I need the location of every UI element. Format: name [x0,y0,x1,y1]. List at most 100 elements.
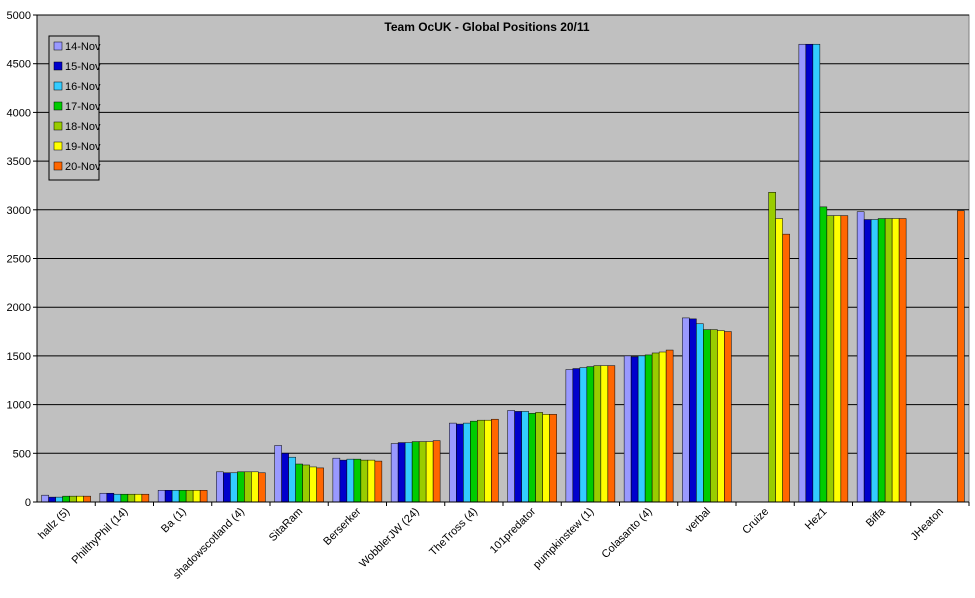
bar [665,349,674,503]
bar [898,218,907,503]
bar [449,422,457,503]
bar [302,464,310,503]
bar [696,323,704,503]
bar [432,440,441,503]
legend-label: 16-Nov [65,81,101,93]
bar [425,441,434,503]
x-axis-categories: hallz (5)PhilthyPhil (14) Ba (1)shadowsco… [36,502,970,582]
y-tick-label: 3500 [7,156,31,168]
bar [572,368,581,503]
bar [62,495,70,503]
bar [274,445,282,503]
bar [120,493,129,503]
bar [593,365,602,503]
bar [127,493,136,503]
x-category-label: Colasanto (4) [600,506,655,561]
bar [768,192,776,503]
bar [514,411,522,503]
legend-swatch [53,101,63,111]
legend-label: 20-Nov [65,161,101,173]
bar [521,411,529,503]
bar [782,233,790,503]
bar [528,413,536,503]
bar [870,219,879,503]
x-category-label: Hez1 [803,506,830,533]
bar [199,490,208,503]
bar [55,496,63,503]
bar [223,472,231,503]
bar [682,317,690,503]
bar [171,490,180,503]
bars [41,43,965,503]
bar [83,495,91,503]
bar [877,218,886,503]
legend-label: 17-Nov [65,101,101,113]
bar [637,355,646,503]
x-category-label: Cruize [740,506,771,537]
bar [535,412,543,503]
bar [798,43,807,503]
bar [689,318,697,503]
bar [863,219,872,503]
y-tick-label: 2000 [7,302,31,314]
x-category-label: verbal [683,506,713,536]
y-axis-ticks: 0 500 1000 1500 2000 2500 3000 3500 4000 4500 5000 [7,10,37,509]
bar [288,456,296,503]
x-category-label: TheTross (4) [427,506,480,559]
legend-swatch [53,41,63,51]
bar [957,210,965,503]
bar [367,459,376,503]
bar [141,493,150,503]
bar [134,493,143,503]
bar [549,414,557,503]
bar [623,355,632,503]
legend-swatch [53,141,63,151]
legend-swatch [53,161,63,171]
bar [805,43,814,503]
bar [491,418,499,503]
chart-title: Team OcUK - Global Positions 20/11 [384,20,589,34]
legend-swatch [53,81,63,91]
bar [185,490,194,503]
bar [470,420,478,503]
bar [710,329,718,503]
bar [724,331,732,503]
x-category-label: Biffa [864,505,889,530]
bar [295,463,303,503]
bar [390,443,399,503]
bar [586,366,595,503]
bar [826,215,835,503]
y-tick-label: 0 [25,497,31,509]
bar [840,215,849,503]
bar [178,490,187,503]
legend: 14-Nov 15-Nov 16-Nov 17-Nov 18-Nov 19-Nov 20-N… [48,35,101,181]
bar [404,442,413,503]
bar [69,495,77,503]
x-category-label: 101predator [488,505,539,556]
y-tick-label: 2500 [7,254,31,266]
bar [507,410,515,503]
x-category-label: WobblerJW (24) [357,506,422,571]
bar [542,414,550,503]
bar [775,218,783,503]
bar [48,496,56,503]
y-tick-label: 5000 [7,10,31,22]
legend-label: 14-Nov [65,41,101,53]
bar [456,423,464,503]
bar [244,471,252,503]
bar [113,493,122,503]
bar [339,459,348,503]
bar [346,458,355,503]
bar [281,453,289,503]
legend-label: 15-Nov [65,61,101,73]
x-category-label: SitaRam [267,506,305,544]
bar [579,367,588,503]
bar [374,460,383,503]
bar [856,211,865,503]
legend-swatch [53,121,63,131]
x-category-label: pumpkinstew (1) [531,506,597,572]
legend-swatch [53,61,63,71]
bar [353,458,362,503]
bar [164,490,173,503]
